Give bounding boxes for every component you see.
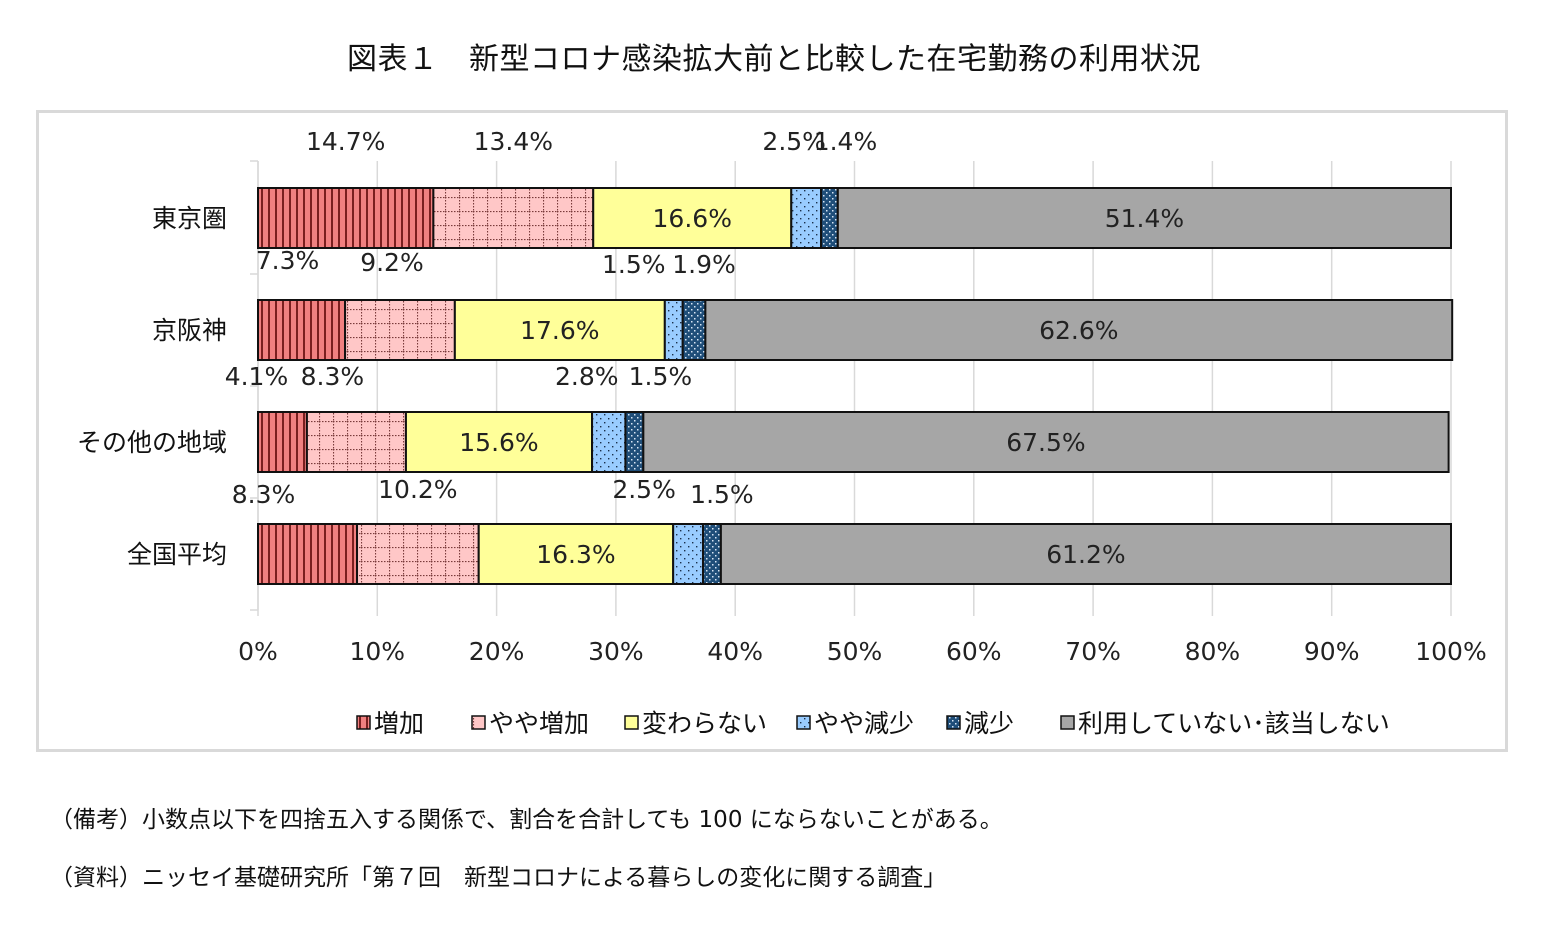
bar-segment — [453, 299, 666, 361]
legend-label: 利用していない･該当しない — [1078, 709, 1390, 738]
legend-swatch — [471, 715, 486, 730]
bar-segment — [356, 523, 480, 585]
legend-swatch — [946, 715, 961, 730]
x-tick-label: 100% — [1415, 637, 1486, 666]
legend-label: やや増加 — [489, 709, 589, 738]
data-label: 51.4% — [1105, 204, 1184, 233]
x-tick-label: 20% — [469, 637, 525, 666]
data-label: 7.3% — [256, 246, 320, 275]
data-label: 10.2% — [378, 475, 457, 504]
data-label: 1.9% — [672, 250, 736, 279]
data-label: 61.2% — [1046, 540, 1125, 569]
bar-segment — [432, 187, 595, 249]
legend-swatch — [356, 715, 371, 730]
bar-segment — [704, 299, 1454, 361]
data-label: 4.1% — [225, 362, 289, 391]
legend-label: 増加 — [374, 709, 424, 738]
data-label: 1.5% — [629, 362, 693, 391]
bar-segment — [257, 299, 347, 361]
legend-label: やや減少 — [814, 709, 914, 738]
bar-segment — [719, 523, 1452, 585]
bar-segment — [404, 411, 594, 473]
x-tick-label: 60% — [946, 637, 1002, 666]
x-tick-label: 80% — [1185, 637, 1241, 666]
data-label: 67.5% — [1006, 428, 1085, 457]
stacked-bar-chart: 0% 10% 20% 30% 40% 50% 60% 70% 80% 90% 100% 東京圏 14.… — [77, 127, 1487, 738]
bar-segment — [701, 523, 722, 585]
category-label: 東京圏 — [152, 204, 227, 233]
legend-swatch — [796, 715, 811, 730]
x-tick-label: 70% — [1065, 637, 1121, 666]
x-tick-label: 50% — [827, 637, 883, 666]
category-label: その他の地域 — [77, 428, 227, 457]
data-label: 2.5% — [762, 127, 826, 156]
category-label: 京阪神 — [152, 316, 227, 345]
data-label: 1.4% — [814, 127, 878, 156]
data-label: 1.5% — [690, 480, 754, 509]
bar-segment — [836, 187, 1452, 249]
chart-title: 図表１ 新型コロナ感染拡大前と比較した在宅勤務の利用状況 — [347, 42, 1201, 77]
source-note: （資料）ニッセイ基礎研究所「第７回 新型コロナによる暮らしの変化に関する調査」 — [50, 865, 947, 891]
data-label: 14.7% — [306, 127, 385, 156]
data-label: 16.6% — [653, 204, 732, 233]
bar-segment — [663, 299, 684, 361]
bar-segment — [257, 411, 308, 473]
remark-note: （備考）小数点以下を四捨五入する関係で、割合を合計しても 100 にならないこと… — [50, 807, 1003, 833]
x-tick-label: 30% — [588, 637, 644, 666]
x-tick-label: 10% — [350, 637, 406, 666]
x-tick-label: 90% — [1304, 637, 1360, 666]
bar-segment — [591, 411, 627, 473]
bar-segment — [624, 411, 645, 473]
bar-segment — [257, 187, 435, 249]
legend-label: 減少 — [964, 709, 1014, 738]
bar-segment — [344, 299, 456, 361]
chart-frame: 0% 10% 20% 30% 40% 50% 60% 70% 80% 90% 100% 東京圏 14.… — [36, 110, 1508, 752]
data-label: 8.3% — [301, 362, 365, 391]
bar-segment — [592, 187, 793, 249]
data-label: 8.3% — [232, 480, 296, 509]
bar-segment — [257, 523, 359, 585]
bar-segment — [790, 187, 823, 249]
legend-swatch — [1060, 715, 1075, 730]
x-tick-label: 0% — [238, 637, 278, 666]
data-label: 2.5% — [612, 475, 676, 504]
bar-segment — [681, 299, 707, 361]
category-label: 全国平均 — [127, 540, 227, 569]
legend-label: 変わらない — [642, 709, 767, 738]
bar-segment — [642, 411, 1450, 473]
bar-segment — [672, 523, 704, 585]
bar-segment — [820, 187, 839, 249]
data-label: 62.6% — [1039, 316, 1118, 345]
data-label: 16.3% — [536, 540, 615, 569]
data-label: 1.5% — [602, 250, 666, 279]
x-tick-label: 40% — [707, 637, 763, 666]
legend-swatch — [624, 715, 639, 730]
data-label: 9.2% — [360, 248, 424, 277]
bar-segment — [305, 411, 407, 473]
data-label: 17.6% — [520, 316, 599, 345]
data-label: 2.8% — [555, 362, 619, 391]
data-label: 15.6% — [459, 428, 538, 457]
data-label: 13.4% — [474, 127, 553, 156]
